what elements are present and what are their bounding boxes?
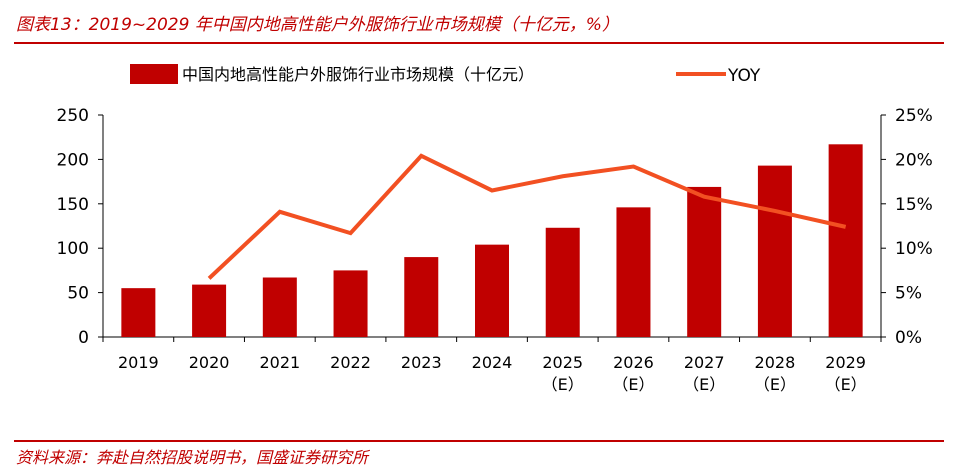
left-axis-tick-label: 100 <box>57 239 89 259</box>
right-axis-tick-label: 0% <box>895 328 922 348</box>
right-axis-tick-label: 5% <box>895 284 922 304</box>
chart-title: 图表13：2019~2029 年中国内地高性能户外服饰行业市场规模（十亿元，%） <box>16 15 619 35</box>
x-axis-label: 2021 <box>259 353 300 372</box>
source-note: 资料来源：奔赴自然招股说明书，国盛证券研究所 <box>16 448 369 467</box>
bar-2019 <box>121 288 156 337</box>
x-axis-label: （E） <box>683 375 725 394</box>
x-axis-label: （E） <box>754 375 796 394</box>
bar-2022 <box>333 270 368 337</box>
right-axis-tick-label: 20% <box>895 150 933 170</box>
x-axis-label: 2025 <box>542 353 583 372</box>
x-axis-label: 2027 <box>684 353 725 372</box>
bar-2026（E） <box>616 207 651 337</box>
legend-line-label: YOY <box>727 66 761 86</box>
bar-2023 <box>404 257 439 337</box>
x-axis-label: 2029 <box>825 353 866 372</box>
bar-2028（E） <box>757 165 792 337</box>
left-axis-tick-label: 250 <box>57 106 89 126</box>
left-axis-tick-label: 0 <box>78 328 89 348</box>
legend-bar-label: 中国内地高性能户外服饰行业市场规模（十亿元） <box>182 65 534 84</box>
x-axis-label: 2028 <box>755 353 796 372</box>
bar-2027（E） <box>687 186 722 337</box>
bar-2025（E） <box>545 227 580 337</box>
right-axis-tick-label: 15% <box>895 195 933 215</box>
title-rule <box>14 42 944 44</box>
x-axis-label: （E） <box>825 375 867 394</box>
x-axis-label: 2026 <box>613 353 654 372</box>
bar-2029（E） <box>828 144 863 337</box>
x-axis-label: 2020 <box>189 353 230 372</box>
left-axis-tick-label: 50 <box>67 284 89 304</box>
x-axis-label: 2022 <box>330 353 371 372</box>
bar-2024 <box>475 244 509 337</box>
x-axis-label: 2024 <box>472 353 513 372</box>
x-axis-label: （E） <box>542 375 584 394</box>
bar-2021 <box>262 277 297 337</box>
x-axis-label: 2019 <box>118 353 159 372</box>
x-axis-label: 2023 <box>401 353 442 372</box>
right-axis-tick-label: 10% <box>895 239 933 259</box>
left-axis-tick-label: 200 <box>57 150 89 170</box>
yoy-line <box>207 153 847 280</box>
left-axis-tick-label: 150 <box>57 195 89 215</box>
footer-rule <box>14 440 944 442</box>
right-axis-tick-label: 25% <box>895 106 933 126</box>
bar-2020 <box>192 284 227 337</box>
x-axis-label: （E） <box>612 375 654 394</box>
legend-bar-swatch <box>130 64 178 84</box>
